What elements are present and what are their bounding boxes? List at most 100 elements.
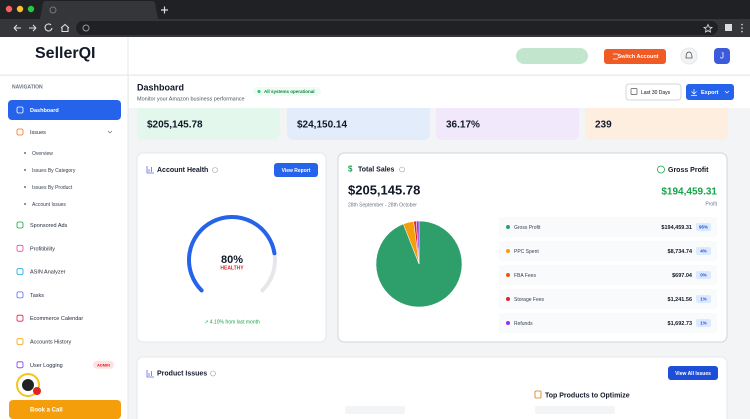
- breakdown-name: FBA Fees: [514, 273, 536, 279]
- nav-subitem[interactable]: Overview: [32, 151, 53, 157]
- minimize-dot[interactable]: [16, 5, 24, 13]
- account-health-title: Account Health: [157, 167, 208, 174]
- book-call-button[interactable]: [9, 400, 121, 419]
- gross-profit-caption: Profit: [705, 201, 717, 207]
- nav-label[interactable]: Dashboard: [30, 108, 59, 114]
- nav-icon: [16, 291, 24, 299]
- share-pill: [696, 247, 711, 255]
- nav-icon: [16, 314, 24, 322]
- share-pill: [696, 271, 711, 279]
- logo[interactable]: SellerQI: [35, 45, 95, 62]
- health-status: HEALTHY: [220, 265, 244, 271]
- breakdown-name: Gross Profit: [514, 225, 541, 231]
- nav-icon: [16, 106, 24, 114]
- breakdown-share: 0%: [700, 273, 707, 278]
- maximize-dot[interactable]: [27, 5, 35, 13]
- pie-slice: [416, 220, 420, 265]
- nav-heading: NAVIGATION: [12, 84, 43, 90]
- products-icon: [534, 390, 542, 399]
- total-sales-title: Total Sales: [358, 166, 395, 173]
- breakdown-amount: $1,241.56: [668, 297, 692, 303]
- breakdown-share: 95%: [699, 225, 708, 230]
- address-bar[interactable]: [76, 21, 718, 35]
- site-icon: [82, 24, 90, 32]
- nav-icon: [16, 361, 24, 369]
- new-tab[interactable]: [161, 6, 168, 14]
- range-button[interactable]: [625, 83, 682, 101]
- home-button[interactable]: [60, 23, 70, 33]
- nav-subitem[interactable]: Issues By Category: [32, 168, 76, 174]
- account-selector[interactable]: [516, 48, 588, 64]
- breakdown-row: [499, 217, 717, 237]
- stat-value: $24,150.14: [297, 120, 347, 131]
- chevron[interactable]: [107, 130, 113, 134]
- share-pill: [696, 223, 711, 231]
- nav-icon: [16, 268, 24, 276]
- nav-item-active[interactable]: [8, 100, 121, 120]
- view-report-button[interactable]: [274, 163, 318, 177]
- extensions[interactable]: [725, 24, 732, 31]
- assistant-badge: [33, 387, 41, 395]
- clock-icon: [657, 165, 665, 174]
- export-label[interactable]: Export: [701, 90, 719, 96]
- browser-tab[interactable]: [40, 1, 158, 19]
- share-pill: [696, 295, 711, 303]
- status-pill: [253, 87, 321, 96]
- status-dot: [257, 90, 261, 93]
- legend-dot: [506, 273, 510, 277]
- breakdown-name: Storage Fees: [514, 297, 545, 303]
- breakdown-name: Refunds: [514, 321, 533, 327]
- user-initial[interactable]: J: [720, 52, 724, 61]
- close-dot[interactable]: [5, 5, 13, 13]
- info-icon[interactable]: [210, 370, 216, 377]
- switch-icon: [613, 53, 618, 60]
- range-label[interactable]: Last 30 Days: [641, 90, 671, 96]
- badge: [93, 360, 114, 369]
- back-button[interactable]: [13, 24, 21, 32]
- bookmark[interactable]: [703, 23, 713, 33]
- nav-label[interactable]: Ecommerce Calendar: [30, 316, 83, 322]
- view-report-label[interactable]: View Report: [282, 168, 311, 174]
- nav-label[interactable]: Sponsored Ads: [30, 223, 68, 229]
- breakdown-amount: $697.04: [672, 273, 693, 279]
- nav-label[interactable]: User Logging: [30, 363, 63, 369]
- nav-icon: [16, 338, 24, 345]
- user-button[interactable]: [714, 48, 730, 64]
- nav-label[interactable]: Issues: [30, 130, 46, 136]
- export-icon: [691, 89, 697, 96]
- forward-button[interactable]: [29, 24, 37, 32]
- reload-button[interactable]: [44, 23, 53, 32]
- breakdown-share: 4%: [700, 249, 707, 254]
- nav-label[interactable]: Tasks: [30, 293, 44, 299]
- nav-icon: [16, 221, 24, 229]
- bell-icon: [685, 51, 693, 59]
- nav-label[interactable]: Accounts History: [30, 339, 72, 345]
- nav-label[interactable]: Profitibility: [30, 246, 55, 252]
- breakdown-list: Gross Profit $194,459.31 95% PPC Spent $8,73…: [499, 217, 717, 333]
- breakdown-row: [499, 313, 717, 333]
- chevron: [724, 90, 730, 94]
- book-call-label[interactable]: Book a Call: [30, 408, 63, 414]
- export-button[interactable]: [686, 84, 734, 100]
- legend-dot: [506, 225, 510, 229]
- view-all-issues-button[interactable]: [668, 366, 718, 380]
- calendar-icon: [630, 88, 638, 95]
- view-all-issues-label[interactable]: View All Issues: [675, 371, 711, 377]
- nav-subitem[interactable]: Issues By Product: [32, 185, 73, 191]
- total-sales-period: 28th September - 28th October: [348, 202, 417, 208]
- nav-subitem[interactable]: Account Issues: [32, 202, 66, 208]
- info-icon[interactable]: [212, 167, 218, 173]
- info-icon[interactable]: [399, 166, 405, 173]
- nav-label[interactable]: ASIN Analyzer: [30, 270, 66, 276]
- stat-value: 239: [595, 120, 612, 131]
- account-health-card: [136, 152, 327, 343]
- dollar-icon: $: [348, 165, 353, 174]
- total-sales-amount: $205,145.78: [348, 182, 420, 197]
- notifications[interactable]: [680, 47, 698, 65]
- breakdown-share: 1%: [700, 297, 707, 302]
- gauge: [187, 215, 277, 293]
- switch-account-label[interactable]: Switch Account: [617, 54, 658, 60]
- nav-icon: [16, 128, 24, 136]
- switch-account-button[interactable]: [604, 49, 666, 64]
